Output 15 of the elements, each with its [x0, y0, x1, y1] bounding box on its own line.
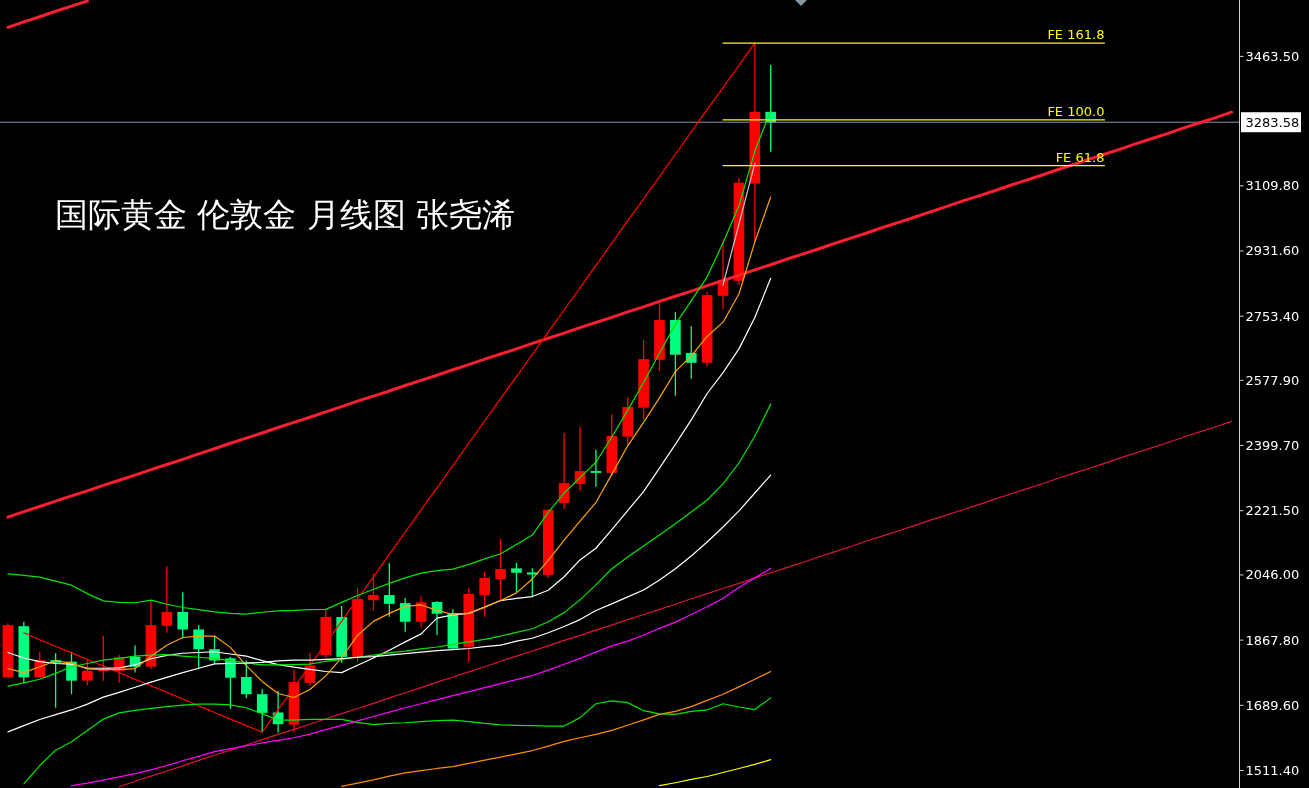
y-tick-label: 2753.40	[1245, 308, 1300, 324]
y-tick-label: 2046.00	[1245, 567, 1300, 583]
y-tick-label: 2221.50	[1245, 503, 1300, 519]
series-label: FE 100.0	[1047, 103, 1105, 119]
y-tick-label: 3463.50	[1245, 48, 1300, 64]
y-tick-label: 2399.70	[1245, 438, 1300, 454]
y-tick-label: 3109.80	[1245, 178, 1300, 194]
ref-line-label: 3283.58	[1241, 112, 1301, 133]
y-tick-label: 1867.80	[1245, 632, 1300, 648]
y-tick-label: 2931.60	[1245, 243, 1300, 259]
series-label: FE 161.8	[1047, 27, 1105, 43]
y-tick-label: 1689.60	[1245, 697, 1300, 713]
y-tick-label: 1511.40	[1245, 763, 1300, 778]
y-tick-label: 2577.90	[1245, 372, 1300, 388]
title: 国际黄金 伦敦金 月线图 张尧浠	[55, 195, 516, 234]
